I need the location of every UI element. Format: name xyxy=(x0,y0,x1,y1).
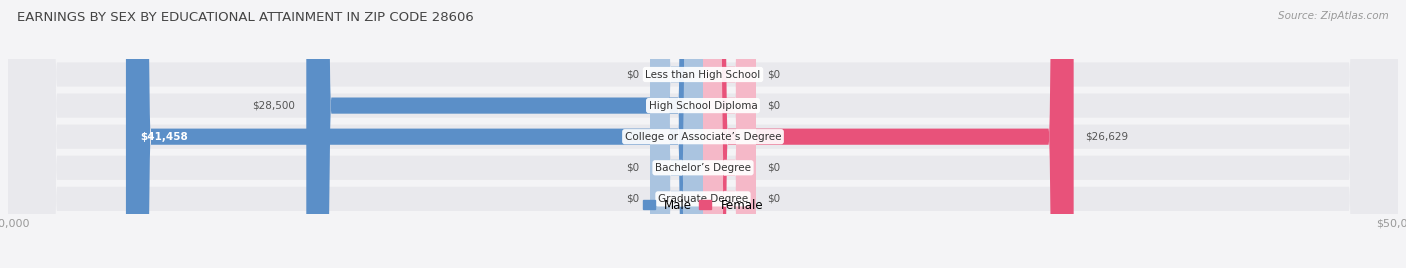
FancyBboxPatch shape xyxy=(8,0,1398,268)
FancyBboxPatch shape xyxy=(127,0,703,268)
Text: Bachelor’s Degree: Bachelor’s Degree xyxy=(655,163,751,173)
FancyBboxPatch shape xyxy=(8,0,1398,268)
Text: Source: ZipAtlas.com: Source: ZipAtlas.com xyxy=(1278,11,1389,21)
Legend: Male, Female: Male, Female xyxy=(638,194,768,216)
FancyBboxPatch shape xyxy=(703,0,756,268)
Text: Less than High School: Less than High School xyxy=(645,69,761,80)
FancyBboxPatch shape xyxy=(703,0,756,268)
FancyBboxPatch shape xyxy=(703,0,756,268)
Text: EARNINGS BY SEX BY EDUCATIONAL ATTAINMENT IN ZIP CODE 28606: EARNINGS BY SEX BY EDUCATIONAL ATTAINMEN… xyxy=(17,11,474,24)
FancyBboxPatch shape xyxy=(307,0,703,268)
FancyBboxPatch shape xyxy=(703,0,1074,268)
Text: $0: $0 xyxy=(626,69,638,80)
FancyBboxPatch shape xyxy=(650,0,703,268)
Text: $0: $0 xyxy=(626,194,638,204)
FancyBboxPatch shape xyxy=(703,0,756,268)
Text: $28,500: $28,500 xyxy=(252,100,295,111)
Text: $0: $0 xyxy=(626,163,638,173)
Text: $0: $0 xyxy=(768,163,780,173)
Text: High School Diploma: High School Diploma xyxy=(648,100,758,111)
Text: $0: $0 xyxy=(768,194,780,204)
Text: $0: $0 xyxy=(768,100,780,111)
Text: Graduate Degree: Graduate Degree xyxy=(658,194,748,204)
Text: $26,629: $26,629 xyxy=(1085,132,1128,142)
Text: $41,458: $41,458 xyxy=(139,132,187,142)
FancyBboxPatch shape xyxy=(650,0,703,268)
FancyBboxPatch shape xyxy=(8,0,1398,268)
FancyBboxPatch shape xyxy=(8,0,1398,268)
Text: $0: $0 xyxy=(768,69,780,80)
Text: College or Associate’s Degree: College or Associate’s Degree xyxy=(624,132,782,142)
FancyBboxPatch shape xyxy=(8,0,1398,268)
FancyBboxPatch shape xyxy=(650,0,703,268)
